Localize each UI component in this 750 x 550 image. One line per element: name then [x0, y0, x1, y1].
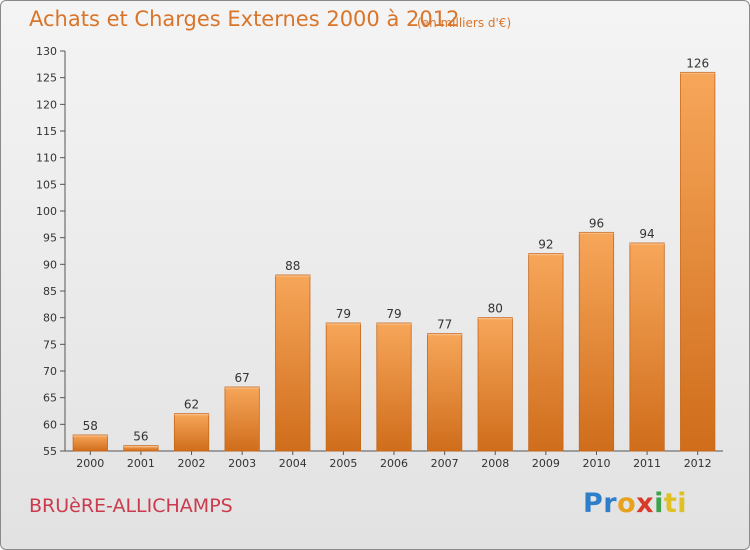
data-label: 126 — [686, 56, 709, 70]
bar[interactable] — [427, 333, 463, 452]
y-tick-label: 95 — [43, 232, 57, 245]
y-tick-label: 120 — [36, 98, 57, 111]
logo-letters: ti — [663, 488, 688, 519]
x-tick-label: 2011 — [633, 457, 661, 470]
bar[interactable] — [325, 322, 361, 452]
y-tick-label: 75 — [43, 338, 57, 351]
logo-letters: i — [654, 488, 664, 519]
bar[interactable] — [528, 253, 564, 452]
chart-axes: 55 60 65 70 75 80 85 90 95 100 105 110 115 120 125 130 2… — [36, 45, 723, 470]
y-tick-label: 110 — [36, 152, 57, 165]
bar-series — [72, 71, 716, 452]
bar[interactable] — [224, 386, 260, 452]
commune-name: BRUèRE-ALLICHAMPS — [29, 495, 233, 517]
data-label: 62 — [184, 398, 199, 412]
x-tick-label: 2006 — [380, 457, 408, 470]
data-label: 79 — [386, 307, 401, 321]
y-tick-label: 60 — [43, 418, 57, 431]
y-tick-label: 80 — [43, 312, 57, 325]
y-tick-label: 85 — [43, 285, 57, 298]
y-tick-label: 100 — [36, 205, 57, 218]
data-label: 58 — [83, 419, 98, 433]
y-tick-label: 65 — [43, 392, 57, 405]
logo-letters: x — [636, 488, 655, 519]
x-tick-label: 2010 — [582, 457, 610, 470]
y-tick-label: 105 — [36, 178, 57, 191]
bar[interactable] — [173, 413, 210, 452]
bar[interactable] — [477, 317, 513, 452]
x-tick-label: 2009 — [532, 457, 560, 470]
x-tick-label: 2002 — [178, 457, 206, 470]
x-tick-label: 2012 — [684, 457, 712, 470]
bar[interactable] — [680, 71, 716, 452]
x-tick-label: 2007 — [431, 457, 459, 470]
logo-letters: Pr — [583, 488, 618, 519]
bar[interactable] — [629, 242, 665, 452]
y-tick-label: 125 — [36, 72, 57, 85]
data-labels: 58 56 62 67 88 79 79 77 80 92 96 94 126 — [83, 56, 709, 443]
data-label: 67 — [235, 371, 250, 385]
bar[interactable] — [275, 274, 311, 452]
y-tick-label: 130 — [36, 45, 57, 58]
data-label: 77 — [437, 318, 452, 332]
data-label: 79 — [336, 307, 351, 321]
bar[interactable] — [578, 231, 615, 452]
x-tick-label: 2008 — [481, 457, 509, 470]
data-label: 56 — [133, 430, 148, 444]
proxiti-logo[interactable]: Proxiti — [583, 488, 687, 519]
chart-subtitle: (en milliers d'€) — [417, 16, 512, 30]
x-tick-label: 2000 — [76, 457, 104, 470]
y-tick-label: 90 — [43, 258, 57, 271]
chart-title: Achats et Charges Externes 2000 à 2012 — [29, 7, 460, 31]
y-tick-label: 55 — [43, 445, 57, 458]
y-tick-label: 115 — [36, 125, 57, 138]
data-label: 88 — [285, 259, 300, 273]
data-label: 94 — [639, 227, 654, 241]
x-tick-label: 2003 — [228, 457, 256, 470]
data-label: 96 — [589, 216, 604, 230]
bar[interactable] — [72, 434, 108, 452]
y-tick-label: 70 — [43, 365, 57, 378]
data-label: 92 — [538, 238, 553, 252]
x-tick-label: 2005 — [329, 457, 357, 470]
bar[interactable] — [376, 322, 412, 452]
x-tick-label: 2001 — [127, 457, 155, 470]
logo-letters: o — [617, 488, 637, 519]
bar[interactable] — [123, 445, 159, 452]
data-label: 80 — [488, 302, 503, 316]
x-tick-label: 2004 — [279, 457, 307, 470]
